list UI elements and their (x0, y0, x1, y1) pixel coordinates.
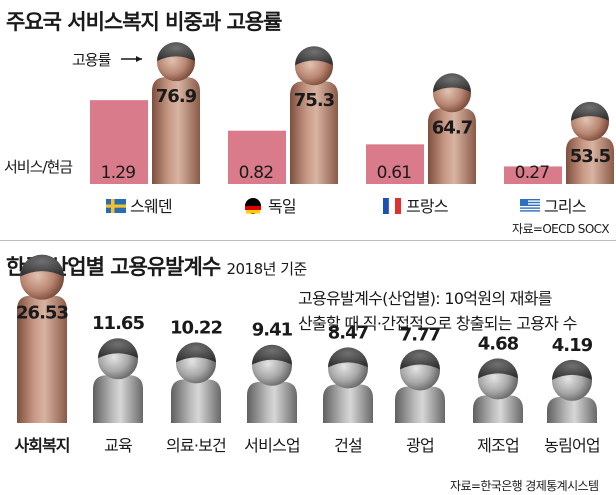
employment-figure-hair (295, 46, 333, 66)
employment-figure-body (152, 77, 200, 184)
country-label: 스웨덴 (130, 197, 172, 216)
flag-stripe-red (245, 206, 261, 210)
multiplier-value-label: 8.47 (328, 322, 369, 343)
definition-note-line1: 고용유발계수(산업별): 10억원의 재화를 (298, 289, 553, 308)
industry-label: 사회복지 (15, 436, 70, 455)
multiplier-figure-hair (400, 349, 440, 370)
industry-label: 교육 (104, 436, 132, 455)
multiplier-figure (17, 254, 67, 423)
flag-stripe (520, 207, 540, 209)
multiplier-figure-body (473, 395, 523, 423)
flag-stripe-gold (246, 210, 260, 214)
ratio-series-label: 서비스/현금 (4, 158, 73, 176)
multiplier-figure-body (395, 386, 445, 423)
france-flag-icon (383, 197, 401, 215)
country-label: 그리스 (544, 197, 586, 216)
flag-stripe-red (395, 198, 401, 214)
multiplier-figure-body (547, 396, 597, 423)
multiplier-value-label: 4.19 (552, 335, 593, 356)
multiplier-figure (323, 347, 373, 423)
employment-chart-panel: 주요국 서비스복지 비중과 고용률 서비스/현금 고용률 1.29 76.9 스웨덴… (0, 0, 616, 240)
multiplier-value-label: 7.77 (400, 324, 441, 345)
industry-label: 농림어업 (544, 436, 600, 455)
employment-figure (566, 101, 614, 184)
multiplier-figure (547, 359, 597, 423)
ratio-bar (366, 144, 424, 184)
industry-label: 건설 (334, 436, 362, 455)
top-chart-svg: 1.29 76.9 스웨덴 0.82 75.3 독일 0.61 64.7 프랑스 0.27 53.5… (90, 42, 614, 216)
greece-flag-icon (520, 199, 540, 212)
employment-figure-hair (157, 42, 195, 62)
flag-stripe-white (388, 197, 396, 215)
industry-label: 광업 (406, 436, 434, 455)
panel-divider (0, 240, 616, 241)
multiplier-figure-hair (20, 254, 64, 277)
employment-figure-body (566, 136, 614, 184)
ratio-value-label: 0.82 (239, 163, 274, 183)
multiplier-figure-body (17, 295, 67, 423)
country-label: 독일 (268, 197, 296, 216)
employment-value-label: 76.9 (156, 86, 197, 107)
multiplier-figure-hair (552, 359, 592, 380)
industry-label: 의료·보건 (166, 436, 226, 455)
industry-label: 제조업 (477, 436, 519, 455)
sweden-flag-icon (106, 199, 126, 213)
multiplier-figure-body (247, 381, 297, 423)
employment-value-label: 53.5 (570, 146, 611, 167)
multiplier-figure (247, 344, 297, 423)
employment-series-label: 고용률 (72, 51, 111, 69)
industry-label: 서비스업 (244, 436, 300, 455)
multiplier-value-label: 9.41 (252, 320, 293, 341)
multiplier-figure-body (171, 379, 221, 423)
flag-stripe (520, 204, 540, 206)
multiplier-value-label: 11.65 (92, 313, 144, 334)
source-note: 자료=한국은행 경제통계시스템 (450, 479, 599, 493)
flag-stripe (520, 199, 540, 201)
multiplier-figure (93, 338, 143, 423)
ratio-value-label: 0.27 (515, 163, 550, 183)
flag-stripe (520, 210, 540, 212)
employment-figure (428, 73, 476, 184)
multiplier-figure-hair (252, 344, 292, 365)
employment-value-label: 64.7 (432, 117, 473, 138)
chart-title: 주요국 서비스복지 비중과 고용률 (6, 10, 282, 34)
germany-flag-icon (245, 198, 261, 214)
employment-figure-body (428, 108, 476, 184)
multiplier-figure-hair (478, 358, 518, 379)
multiplier-value-label: 4.68 (478, 333, 519, 354)
multiplier-figure-body (93, 375, 143, 423)
flag-cross-h (106, 204, 126, 208)
multiplier-figure (473, 358, 523, 423)
employment-figure (152, 42, 200, 184)
definition-note-line2: 산출할 때 직·간접적으로 창출되는 고용자 수 (298, 314, 577, 333)
definition-note: 고용유발계수(산업별): 10억원의 재화를 산출할 때 직·간접적으로 창출되… (298, 286, 577, 336)
ratio-bar (504, 166, 562, 184)
multiplier-figure (395, 349, 445, 423)
ratio-value-label: 1.29 (101, 163, 136, 183)
multiplier-figure-hair (176, 342, 216, 363)
ratio-bar (90, 100, 148, 184)
multiplier-chart-panel: 한국 산업별 고용유발계수 2018년 기준 고용유발계수(산업별): 10억원… (0, 245, 616, 495)
source-note: 자료=OECD SOCX (512, 222, 610, 236)
flag-canton (520, 199, 528, 206)
chart-title-suffix: 2018년 기준 (226, 260, 307, 278)
employment-figure-body (290, 81, 338, 184)
ratio-value-label: 0.61 (377, 163, 412, 183)
multiplier-figure-hair (328, 347, 368, 368)
multiplier-figure (171, 342, 221, 423)
pointer-arrowhead (136, 56, 142, 62)
country-label: 프랑스 (406, 197, 448, 216)
flag-stripe (520, 201, 540, 204)
employment-figure-hair (433, 73, 471, 93)
bottom-chart-svg: 26.53 사회복지 11.65 교육 10.22 의료·보건 9.41 서비스업 8.47 건설… (15, 254, 601, 455)
multiplier-value-label: 26.53 (16, 303, 68, 324)
employment-figure (290, 46, 338, 184)
employment-value-label: 75.3 (294, 90, 335, 111)
employment-figure-hair (571, 101, 609, 121)
multiplier-value-label: 10.22 (170, 317, 222, 338)
ratio-bar (228, 130, 286, 184)
multiplier-figure-body (323, 384, 373, 423)
multiplier-figure-hair (98, 338, 138, 359)
flag-stripe-blue (383, 198, 389, 214)
